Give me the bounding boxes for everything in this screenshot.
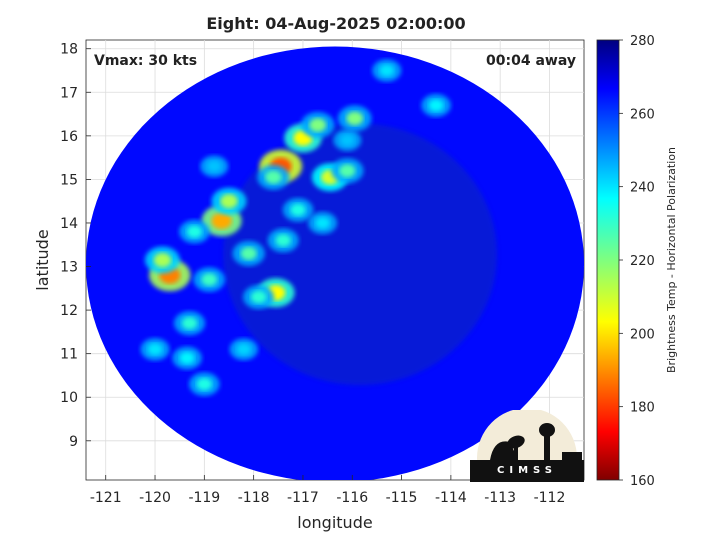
cold-cell	[340, 134, 355, 146]
cold-cell	[207, 160, 222, 173]
colorbar-tick-label: 180	[630, 401, 655, 416]
x-tick-label: -112	[534, 490, 566, 506]
colorbar-tick-label: 240	[630, 181, 655, 196]
x-axis-ticks: -121 -120 -119 -118 -117 -116 -115 -114 -113 -112	[90, 475, 566, 506]
cold-cell	[346, 111, 364, 126]
colorbar-ticks: 160 180 200 220 240 260 280	[619, 34, 655, 489]
x-tick-label: -115	[386, 490, 418, 506]
y-axis-label: latitude	[33, 229, 52, 290]
cold-cell	[240, 246, 257, 261]
cold-cell	[186, 225, 203, 238]
cold-cell	[236, 343, 251, 356]
cold-cell	[265, 170, 282, 184]
swath-warm-core	[223, 123, 497, 386]
y-tick-label: 13	[60, 260, 78, 276]
x-tick-label: -114	[435, 490, 467, 506]
cold-cell	[201, 273, 218, 287]
cold-cell	[211, 212, 232, 230]
cold-cell	[315, 217, 330, 229]
cimss-logo: CIMSS	[470, 408, 584, 508]
colorbar-tick-label: 260	[630, 107, 655, 122]
time-away-label: 00:04 away	[486, 53, 576, 69]
y-tick-label: 14	[60, 216, 78, 232]
cold-cell	[196, 377, 212, 391]
y-tick-label: 11	[60, 347, 78, 363]
colorbar-tick-label: 200	[630, 327, 655, 342]
x-tick-label: -116	[336, 490, 368, 506]
x-tick-label: -120	[139, 490, 171, 506]
colorbar-tick-label: 160	[630, 474, 655, 489]
cold-cell	[290, 203, 306, 217]
cold-cell	[379, 64, 394, 77]
cold-cell	[250, 290, 267, 304]
cold-cell	[179, 352, 195, 365]
swath-image	[86, 46, 584, 480]
cold-cell	[181, 316, 198, 330]
y-tick-label: 9	[69, 434, 78, 450]
cimss-logo-text: CIMSS	[497, 465, 557, 476]
cold-cell	[309, 118, 327, 132]
cold-cell	[275, 234, 291, 247]
x-axis-label: longitude	[297, 513, 372, 532]
y-tick-label: 18	[60, 42, 78, 58]
x-tick-label: -119	[188, 490, 220, 506]
y-tick-label: 16	[60, 129, 78, 145]
y-tick-label: 10	[60, 390, 78, 406]
x-tick-label: -113	[484, 490, 516, 506]
chart-title: Eight: 04-Aug-2025 02:00:00	[206, 14, 466, 33]
y-tick-label: 15	[60, 172, 78, 188]
x-tick-label: -117	[287, 490, 319, 506]
x-tick-label: -121	[90, 490, 122, 506]
cimss-logo-graphic	[470, 408, 584, 508]
y-tick-label: 12	[60, 303, 78, 319]
y-axis-ticks: 9 10 11 12 13 14 15 16 17 18	[60, 42, 91, 450]
cold-cell	[339, 164, 356, 178]
colorbar-tick-label: 220	[630, 254, 655, 269]
cold-cell	[428, 99, 444, 112]
vmax-label: Vmax: 30 kts	[94, 53, 198, 69]
cold-cell	[147, 343, 163, 356]
x-tick-label: -118	[238, 490, 270, 506]
colorbar-label: Brightness Temp - Horizontal Polarizatio…	[665, 147, 678, 373]
colorbar	[596, 39, 620, 481]
colorbar-tick-label: 280	[630, 34, 655, 49]
y-tick-label: 17	[60, 85, 78, 101]
cold-cell	[220, 194, 238, 209]
cold-cell	[153, 252, 172, 268]
